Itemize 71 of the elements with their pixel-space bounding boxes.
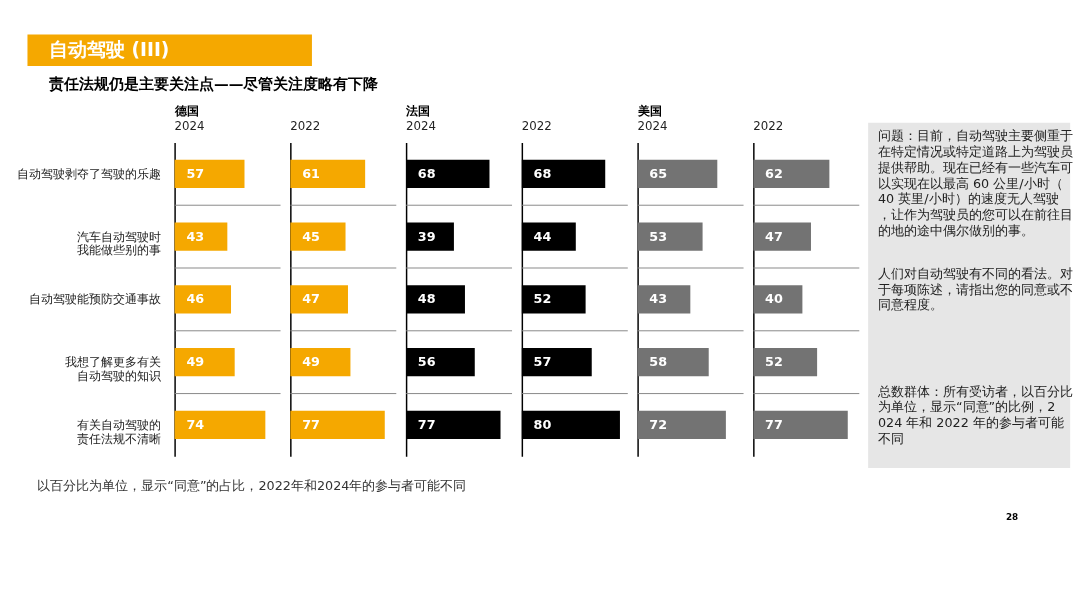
data-label: 77 <box>417 416 436 432</box>
text: 人们对自动驾驶有不同的看法。对于每项陈述，请指出您的同意或不同意程度。 <box>877 265 1073 313</box>
chart-subtitle: 2022 <box>753 118 784 133</box>
bar <box>290 159 366 188</box>
data-label: 53 <box>649 228 668 244</box>
data-label: 52 <box>533 291 552 307</box>
bar <box>290 222 346 251</box>
data-label: 46 <box>186 291 205 307</box>
data-label: 56 <box>417 354 436 370</box>
y-tick-label: 我想了解更多有关自动驾驶的知识 <box>65 355 162 383</box>
data-label: 49 <box>302 354 320 370</box>
chart-subtitle: 2022 <box>290 118 321 133</box>
text: 总数群体：所有受访者，以百分比为单位，显示“同意”的比例，2024 年和 2022 年的参与者可能不同 <box>876 383 1073 446</box>
data-label: 80 <box>533 416 552 432</box>
y-tick-label: 有关自动驾驶的责任法规不清晰 <box>77 417 162 446</box>
y-tick-label: 汽车自动驾驶时我能做些别的事 <box>77 229 162 258</box>
chart-title: 德国 <box>173 103 199 118</box>
bar <box>753 159 830 188</box>
data-label: 72 <box>649 416 668 432</box>
bar <box>290 348 351 377</box>
y-tick-label: 自动驾驶能预防交通事故 <box>29 292 162 307</box>
data-label: 45 <box>302 228 320 244</box>
data-label: 68 <box>417 165 436 181</box>
chart-subtitle: 2024 <box>406 118 437 133</box>
data-label: 61 <box>302 165 320 181</box>
text: 责任法规仍是主要关注点——尽管关注度略有下降 <box>48 74 380 92</box>
chart-title: 美国 <box>636 103 662 118</box>
data-label: 48 <box>417 291 436 307</box>
data-label: 49 <box>186 354 205 370</box>
data-label: 57 <box>186 165 205 181</box>
chart-subtitle: 2024 <box>637 118 668 133</box>
bar <box>174 348 235 377</box>
data-label: 68 <box>533 165 552 181</box>
bar <box>290 285 348 314</box>
bar <box>174 159 245 188</box>
chart-subtitle: 2024 <box>174 118 205 133</box>
bar <box>637 348 709 377</box>
text: 28 <box>1005 512 1019 523</box>
data-label: 39 <box>417 228 436 244</box>
bar <box>637 159 718 188</box>
data-label: 40 <box>765 291 783 307</box>
data-label: 43 <box>649 291 668 307</box>
bar <box>290 410 385 440</box>
data-label: 57 <box>533 354 552 370</box>
text: 问题：目前，自动驾驶主要侧重于在特定情况或特定道路上为驾驶员提供帮助。现在已经有一些汽车可以实现在以最高 60 公里/小时（40 英里/小时）的速度无人驾驶，让作为驾驶员的您可以在前往目的地的途中偶尔做别的事。 <box>877 128 1073 238</box>
bar <box>637 222 703 251</box>
chart-subtitle: 2022 <box>521 118 552 133</box>
data-label: 62 <box>765 165 783 181</box>
y-tick-label: 自动驾驶剥夺了驾驶的乐趣 <box>17 166 162 181</box>
data-label: 58 <box>649 354 668 370</box>
bar <box>174 410 266 440</box>
data-label: 47 <box>765 228 783 244</box>
bar <box>753 285 803 314</box>
chart-title: 法国 <box>405 103 431 118</box>
data-label: 43 <box>186 228 205 244</box>
data-label: 44 <box>533 228 552 244</box>
data-label: 47 <box>302 291 320 307</box>
data-label: 77 <box>302 416 320 432</box>
bar <box>174 222 228 251</box>
bar <box>637 285 691 314</box>
bar <box>753 348 818 377</box>
data-label: 52 <box>765 354 783 370</box>
bar <box>174 285 232 314</box>
text: 自动驾驶 (III) <box>49 39 170 61</box>
text: 以百分比为单位，显示“同意”的占比，2022年和2024年的参与者可能不同 <box>37 477 467 493</box>
data-label: 65 <box>649 165 668 181</box>
bar <box>637 410 726 440</box>
data-label: 74 <box>186 416 205 432</box>
bar <box>753 222 811 251</box>
data-label: 77 <box>765 416 783 432</box>
bar <box>753 410 848 440</box>
